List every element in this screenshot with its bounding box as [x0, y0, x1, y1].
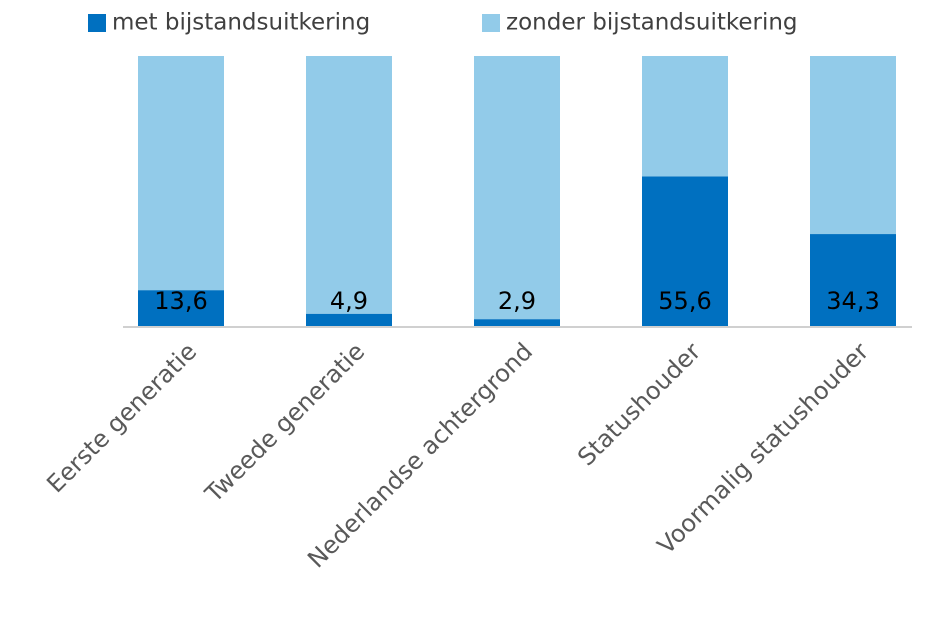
data-label: 2,9: [498, 287, 536, 315]
bar-segment: [306, 313, 392, 327]
data-label: 4,9: [330, 287, 368, 315]
bar-segment: [474, 319, 560, 327]
bar-segment: [642, 56, 728, 177]
data-label: 13,6: [154, 287, 207, 315]
bar-segment: [474, 56, 560, 320]
bar-segment: [138, 290, 224, 327]
legend-swatch: [482, 14, 500, 32]
bar-segment: [810, 234, 896, 327]
legend-swatch: [88, 14, 106, 32]
bar-segment: [138, 56, 224, 291]
bar-segment: [810, 56, 896, 235]
x-tick-label: Eerste generatie: [41, 337, 202, 498]
x-tick-label: Statushouder: [572, 337, 706, 471]
legend-label: met bijstandsuitkering: [112, 10, 370, 36]
bar-segment: [306, 56, 392, 314]
x-tick-label: Tweede generatie: [199, 337, 370, 508]
bar-segment: [642, 176, 728, 327]
legend-label: zonder bijstandsuitkering: [506, 10, 798, 36]
data-label: 55,6: [658, 287, 711, 315]
data-label: 34,3: [826, 287, 879, 315]
